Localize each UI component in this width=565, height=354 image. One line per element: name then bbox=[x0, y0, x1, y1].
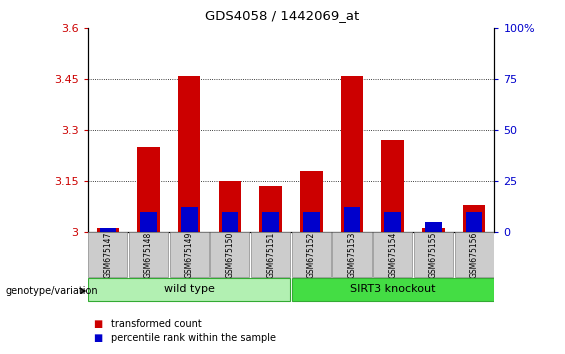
Text: GSM675153: GSM675153 bbox=[347, 232, 357, 278]
Text: GSM675149: GSM675149 bbox=[185, 232, 194, 278]
Bar bbox=[454, 232, 494, 278]
Text: wild type: wild type bbox=[164, 284, 215, 295]
Text: ■: ■ bbox=[93, 319, 102, 329]
Bar bbox=[137, 147, 160, 232]
Bar bbox=[140, 212, 157, 232]
Text: genotype/variation: genotype/variation bbox=[6, 286, 98, 296]
Bar bbox=[170, 232, 209, 278]
Bar bbox=[88, 279, 290, 301]
Text: GDS4058 / 1442069_at: GDS4058 / 1442069_at bbox=[205, 9, 360, 22]
Bar bbox=[178, 76, 201, 232]
Text: GSM675150: GSM675150 bbox=[225, 232, 234, 278]
Text: GSM675152: GSM675152 bbox=[307, 232, 316, 278]
Bar bbox=[300, 171, 323, 232]
Bar bbox=[97, 228, 119, 232]
Bar bbox=[129, 232, 168, 278]
Bar bbox=[425, 222, 442, 232]
Bar bbox=[373, 232, 412, 278]
Bar bbox=[303, 212, 320, 232]
Text: GSM675148: GSM675148 bbox=[144, 232, 153, 278]
Text: GSM675151: GSM675151 bbox=[266, 232, 275, 278]
Bar bbox=[341, 76, 363, 232]
Bar bbox=[414, 232, 453, 278]
Bar bbox=[259, 186, 282, 232]
Bar bbox=[292, 232, 331, 278]
Bar bbox=[422, 228, 445, 232]
Bar bbox=[219, 181, 241, 232]
Text: GSM675156: GSM675156 bbox=[470, 232, 479, 278]
Bar bbox=[181, 207, 198, 232]
Text: percentile rank within the sample: percentile rank within the sample bbox=[111, 333, 276, 343]
Bar bbox=[262, 212, 279, 232]
Bar bbox=[99, 228, 116, 232]
Bar bbox=[384, 212, 401, 232]
Bar bbox=[88, 232, 128, 278]
Bar bbox=[292, 279, 494, 301]
Bar bbox=[466, 212, 483, 232]
Bar bbox=[332, 232, 372, 278]
Bar bbox=[381, 140, 404, 232]
Bar bbox=[221, 212, 238, 232]
Bar bbox=[210, 232, 250, 278]
Text: GSM675154: GSM675154 bbox=[388, 232, 397, 278]
Bar bbox=[251, 232, 290, 278]
Text: ■: ■ bbox=[93, 333, 102, 343]
Text: transformed count: transformed count bbox=[111, 319, 202, 329]
Bar bbox=[463, 205, 485, 232]
Bar bbox=[344, 207, 360, 232]
Text: GSM675147: GSM675147 bbox=[103, 232, 112, 278]
Text: GSM675155: GSM675155 bbox=[429, 232, 438, 278]
Text: SIRT3 knockout: SIRT3 knockout bbox=[350, 284, 436, 295]
